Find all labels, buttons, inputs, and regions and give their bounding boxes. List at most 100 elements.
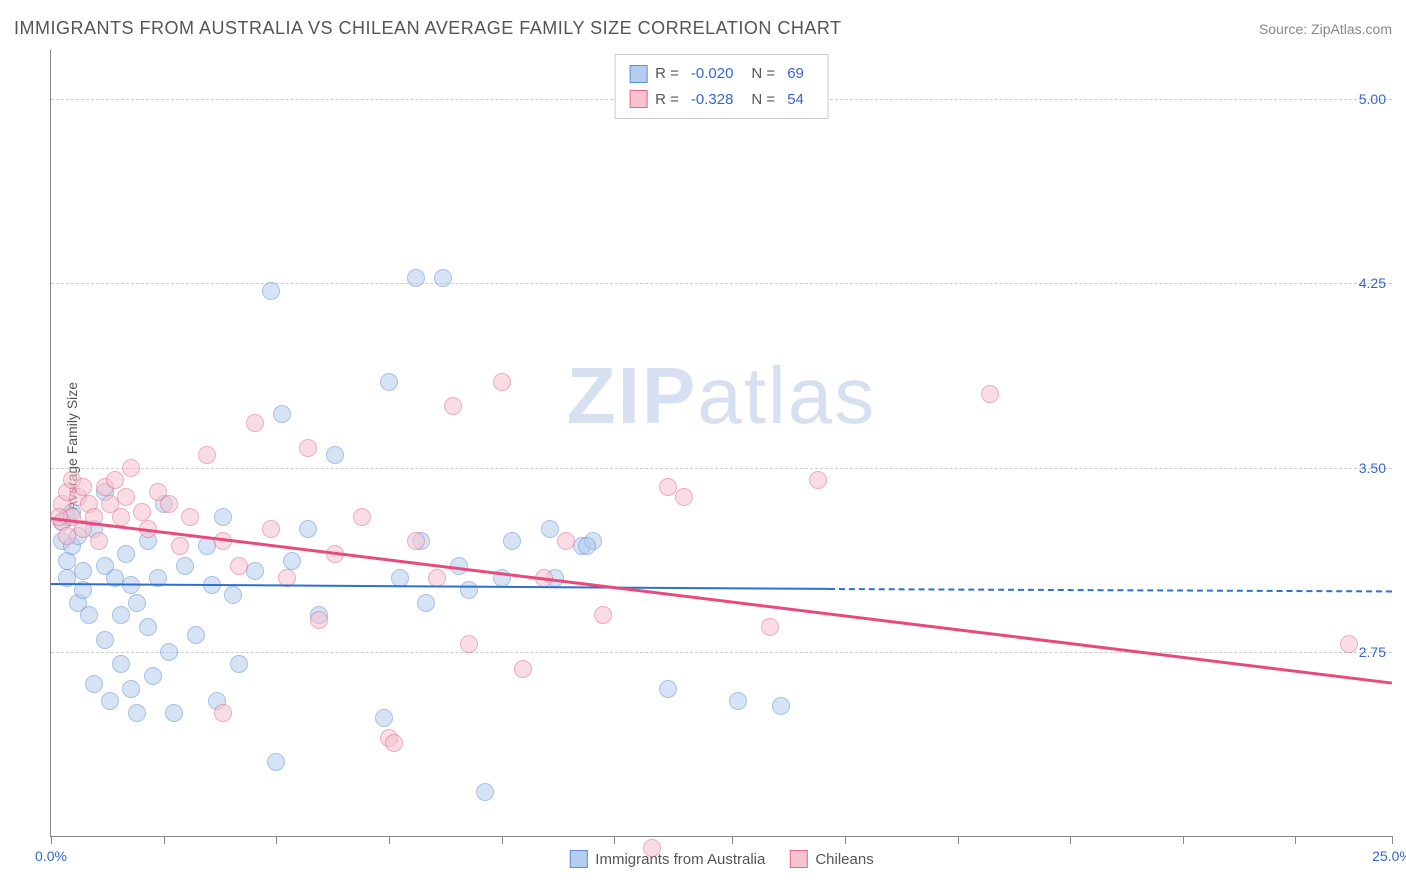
- r-label: R =: [655, 87, 679, 113]
- n-label: N =: [751, 87, 775, 113]
- x-tick: [1392, 836, 1393, 844]
- legend-bottom: Immigrants from Australia Chileans: [569, 850, 873, 868]
- n-value-australia: 69: [787, 61, 804, 87]
- n-value-chileans: 54: [787, 87, 804, 113]
- data-point-chileans: [74, 478, 92, 496]
- y-tick-label: 5.00: [1359, 91, 1386, 107]
- data-point-chileans: [310, 611, 328, 629]
- data-point-chileans: [493, 373, 511, 391]
- legend-stats-row-chileans: R = -0.328 N = 54: [629, 87, 814, 113]
- data-point-australia: [144, 667, 162, 685]
- data-point-chileans: [761, 618, 779, 636]
- data-point-australia: [476, 783, 494, 801]
- x-tick-label: 25.0%: [1372, 848, 1406, 864]
- swatch-chileans: [789, 850, 807, 868]
- x-tick: [276, 836, 277, 844]
- data-point-chileans: [557, 532, 575, 550]
- data-point-chileans: [230, 557, 248, 575]
- x-tick: [1295, 836, 1296, 844]
- data-point-chileans: [106, 471, 124, 489]
- legend-label-australia: Immigrants from Australia: [595, 851, 765, 868]
- data-point-australia: [214, 508, 232, 526]
- data-point-australia: [417, 594, 435, 612]
- x-tick: [502, 836, 503, 844]
- scatter-plot-area: ZIPatlas R = -0.020 N = 69 R = -0.328 N …: [50, 50, 1392, 837]
- data-point-chileans: [181, 508, 199, 526]
- y-tick-label: 2.75: [1359, 644, 1386, 660]
- data-point-australia: [283, 552, 301, 570]
- data-point-australia: [262, 282, 280, 300]
- data-point-chileans: [299, 439, 317, 457]
- data-point-chileans: [160, 495, 178, 513]
- gridline: [51, 283, 1392, 284]
- data-point-australia: [187, 626, 205, 644]
- data-point-chileans: [809, 471, 827, 489]
- data-point-australia: [176, 557, 194, 575]
- data-point-chileans: [171, 537, 189, 555]
- data-point-chileans: [514, 660, 532, 678]
- title-bar: IMMIGRANTS FROM AUSTRALIA VS CHILEAN AVE…: [14, 18, 1392, 39]
- trend-line: [51, 517, 1392, 684]
- x-tick: [614, 836, 615, 844]
- x-tick: [1183, 836, 1184, 844]
- data-point-australia: [772, 697, 790, 715]
- watermark-bold: ZIP: [567, 351, 697, 440]
- data-point-australia: [246, 562, 264, 580]
- r-value-australia: -0.020: [691, 61, 734, 87]
- data-point-australia: [96, 631, 114, 649]
- data-point-australia: [117, 545, 135, 563]
- data-point-australia: [224, 586, 242, 604]
- source-label: Source: ZipAtlas.com: [1259, 21, 1392, 37]
- data-point-australia: [128, 704, 146, 722]
- data-point-chileans: [407, 532, 425, 550]
- data-point-chileans: [594, 606, 612, 624]
- data-point-australia: [503, 532, 521, 550]
- n-label: N =: [751, 61, 775, 87]
- data-point-australia: [80, 606, 98, 624]
- watermark-light: atlas: [697, 351, 876, 440]
- data-point-chileans: [444, 397, 462, 415]
- legend-item-chileans: Chileans: [789, 850, 873, 868]
- data-point-chileans: [246, 414, 264, 432]
- data-point-australia: [273, 405, 291, 423]
- x-tick: [845, 836, 846, 844]
- data-point-australia: [165, 704, 183, 722]
- data-point-chileans: [659, 478, 677, 496]
- watermark: ZIPatlas: [567, 350, 876, 442]
- x-tick: [51, 836, 52, 844]
- y-tick-label: 4.25: [1359, 275, 1386, 291]
- data-point-australia: [326, 446, 344, 464]
- data-point-australia: [380, 373, 398, 391]
- data-point-chileans: [117, 488, 135, 506]
- r-label: R =: [655, 61, 679, 87]
- x-tick: [389, 836, 390, 844]
- data-point-chileans: [133, 503, 151, 521]
- data-point-australia: [299, 520, 317, 538]
- data-point-chileans: [643, 839, 661, 857]
- data-point-australia: [375, 709, 393, 727]
- data-point-australia: [659, 680, 677, 698]
- gridline: [51, 652, 1392, 653]
- r-value-chileans: -0.328: [691, 87, 734, 113]
- data-point-chileans: [981, 385, 999, 403]
- chart-title: IMMIGRANTS FROM AUSTRALIA VS CHILEAN AVE…: [14, 18, 842, 39]
- x-tick: [1070, 836, 1071, 844]
- trend-line: [829, 588, 1392, 592]
- data-point-australia: [112, 655, 130, 673]
- data-point-australia: [85, 675, 103, 693]
- data-point-australia: [230, 655, 248, 673]
- legend-item-australia: Immigrants from Australia: [569, 850, 765, 868]
- x-tick: [732, 836, 733, 844]
- data-point-australia: [122, 680, 140, 698]
- data-point-chileans: [198, 446, 216, 464]
- data-point-chileans: [353, 508, 371, 526]
- data-point-chileans: [460, 635, 478, 653]
- data-point-australia: [74, 562, 92, 580]
- data-point-australia: [729, 692, 747, 710]
- x-tick: [164, 836, 165, 844]
- data-point-australia: [460, 581, 478, 599]
- data-point-chileans: [262, 520, 280, 538]
- data-point-australia: [128, 594, 146, 612]
- data-point-chileans: [214, 704, 232, 722]
- swatch-chileans: [629, 90, 647, 108]
